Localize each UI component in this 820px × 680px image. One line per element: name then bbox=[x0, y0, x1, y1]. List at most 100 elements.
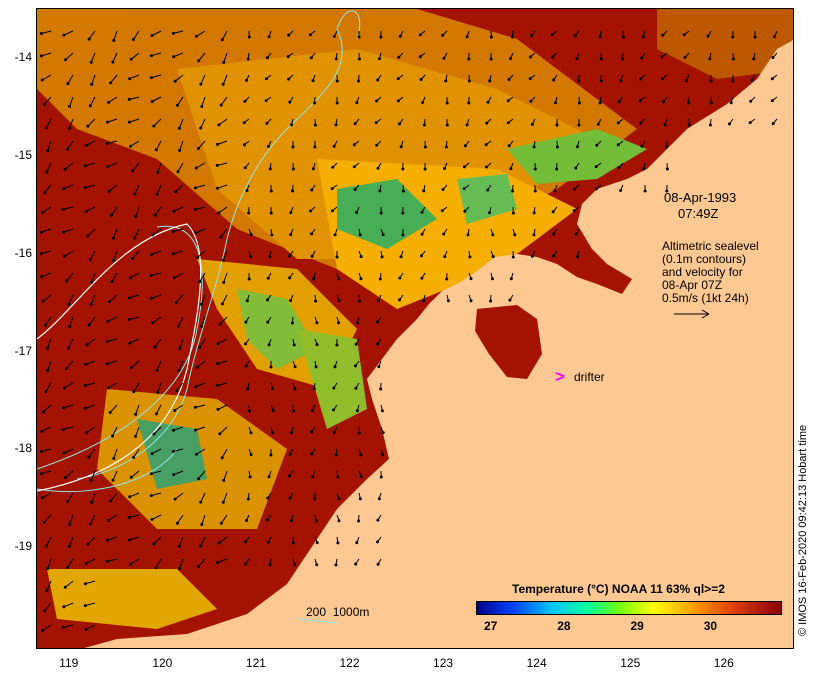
velocity-arrow-head bbox=[314, 365, 318, 369]
velocity-arrow bbox=[221, 30, 228, 41]
velocity-arrow-head bbox=[66, 82, 70, 86]
velocity-arrow-head bbox=[289, 211, 293, 215]
velocity-arrow-head bbox=[132, 390, 136, 394]
velocity-arrow-head bbox=[619, 79, 623, 83]
velocity-arrow bbox=[129, 294, 140, 299]
velocity-arrow-head bbox=[355, 541, 359, 545]
velocity-arrow bbox=[63, 624, 74, 628]
velocity-arrow bbox=[129, 96, 140, 100]
velocity-arrow bbox=[196, 448, 206, 455]
velocity-arrow-head bbox=[489, 35, 493, 39]
velocity-arrow bbox=[42, 206, 52, 213]
velocity-arrow-head bbox=[196, 147, 200, 150]
temperature-colorbar bbox=[476, 601, 782, 615]
velocity-arrow-head bbox=[463, 144, 467, 148]
velocity-arrow-head bbox=[315, 563, 319, 567]
velocity-arrow bbox=[195, 228, 206, 234]
velocity-arrow-head bbox=[331, 165, 335, 169]
velocity-arrow bbox=[44, 602, 52, 612]
velocity-arrow-head bbox=[110, 213, 113, 217]
velocity-arrow-head bbox=[84, 562, 88, 566]
sst-map bbox=[36, 8, 794, 649]
velocity-arrow-head bbox=[134, 215, 138, 218]
velocity-arrow-head bbox=[249, 233, 253, 237]
velocity-arrow bbox=[198, 558, 206, 567]
velocity-arrow-head bbox=[288, 276, 292, 280]
velocity-arrow-head bbox=[577, 79, 581, 83]
velocity-arrow-head bbox=[377, 299, 380, 302]
velocity-arrow-head bbox=[334, 563, 338, 567]
velocity-arrow bbox=[220, 514, 228, 524]
velocity-arrow-head bbox=[529, 34, 533, 38]
velocity-arrow bbox=[87, 536, 96, 545]
credit-text: © IMOS 16-Feb-2020 09:42:13 Hobart time bbox=[797, 424, 809, 636]
velocity-arrow-head bbox=[314, 299, 318, 303]
velocity-arrow-head bbox=[219, 521, 223, 525]
velocity-arrow-head bbox=[310, 232, 313, 236]
velocity-arrow-head bbox=[640, 56, 644, 60]
velocity-arrow-head bbox=[441, 33, 445, 37]
velocity-arrow bbox=[154, 206, 162, 216]
velocity-arrow-head bbox=[334, 123, 338, 127]
velocity-arrow bbox=[217, 404, 228, 410]
velocity-arrow bbox=[218, 536, 228, 544]
velocity-arrow bbox=[43, 514, 52, 523]
velocity-arrow-head bbox=[418, 33, 422, 37]
velocity-arrow bbox=[91, 74, 96, 85]
velocity-arrow-head bbox=[112, 39, 116, 42]
velocity-arrow-head bbox=[467, 101, 471, 105]
velocity-arrow-head bbox=[197, 477, 201, 481]
velocity-arrow bbox=[85, 580, 96, 585]
velocity-arrow bbox=[129, 514, 140, 518]
velocity-arrow-head bbox=[599, 57, 603, 61]
velocity-arrow-head bbox=[660, 77, 664, 81]
velocity-arrow-head bbox=[247, 277, 251, 281]
velocity-arrow-head bbox=[749, 99, 753, 103]
velocity-arrow bbox=[85, 140, 96, 146]
velocity-arrow-head bbox=[359, 453, 363, 457]
velocity-arrow bbox=[90, 470, 96, 481]
velocity-arrow-head bbox=[293, 365, 297, 369]
velocity-arrow-head bbox=[270, 233, 274, 237]
velocity-arrow-head bbox=[288, 100, 292, 104]
y-tick-label: -19 bbox=[14, 539, 32, 554]
velocity-arrow-head bbox=[313, 497, 317, 501]
velocity-arrow bbox=[178, 316, 184, 327]
velocity-arrow-head bbox=[197, 59, 201, 63]
velocity-arrow bbox=[217, 360, 228, 365]
velocity-arrow bbox=[89, 96, 96, 107]
velocity-arrow-head bbox=[127, 515, 131, 519]
velocity-arrow-head bbox=[171, 230, 175, 233]
velocity-arrow bbox=[45, 316, 52, 326]
velocity-arrow-head bbox=[661, 33, 665, 37]
velocity-arrow-head bbox=[596, 122, 600, 126]
velocity-arrow-head bbox=[42, 102, 46, 106]
velocity-arrow-head bbox=[219, 103, 223, 107]
velocity-arrow bbox=[129, 536, 140, 541]
velocity-arrow-head bbox=[445, 123, 449, 127]
velocity-arrow-head bbox=[193, 186, 197, 190]
velocity-arrow-head bbox=[242, 143, 246, 147]
velocity-arrow-head bbox=[381, 233, 385, 237]
velocity-arrow-head bbox=[313, 123, 317, 127]
velocity-arrow-head bbox=[216, 561, 220, 564]
velocity-arrow-head bbox=[359, 277, 363, 281]
velocity-arrow-head bbox=[293, 563, 297, 567]
velocity-arrow bbox=[175, 184, 184, 193]
bathymetry-scale-label: 200 1000m bbox=[306, 605, 370, 619]
velocity-arrow bbox=[63, 184, 74, 190]
velocity-arrow-head bbox=[533, 167, 537, 171]
velocity-arrow-head bbox=[443, 255, 447, 259]
x-tick-label: 120 bbox=[152, 656, 173, 670]
velocity-arrow-head bbox=[332, 430, 336, 434]
velocity-arrow-head bbox=[289, 519, 293, 523]
velocity-arrow-head bbox=[660, 55, 664, 59]
velocity-arrow-head bbox=[509, 277, 513, 281]
velocity-arrow bbox=[111, 206, 118, 216]
velocity-arrow-head bbox=[573, 34, 577, 38]
velocity-arrow-head bbox=[312, 277, 316, 281]
velocity-arrow-head bbox=[423, 145, 427, 149]
velocity-arrow bbox=[86, 426, 96, 434]
velocity-arrow-head bbox=[155, 368, 159, 372]
velocity-arrow-head bbox=[573, 187, 576, 191]
